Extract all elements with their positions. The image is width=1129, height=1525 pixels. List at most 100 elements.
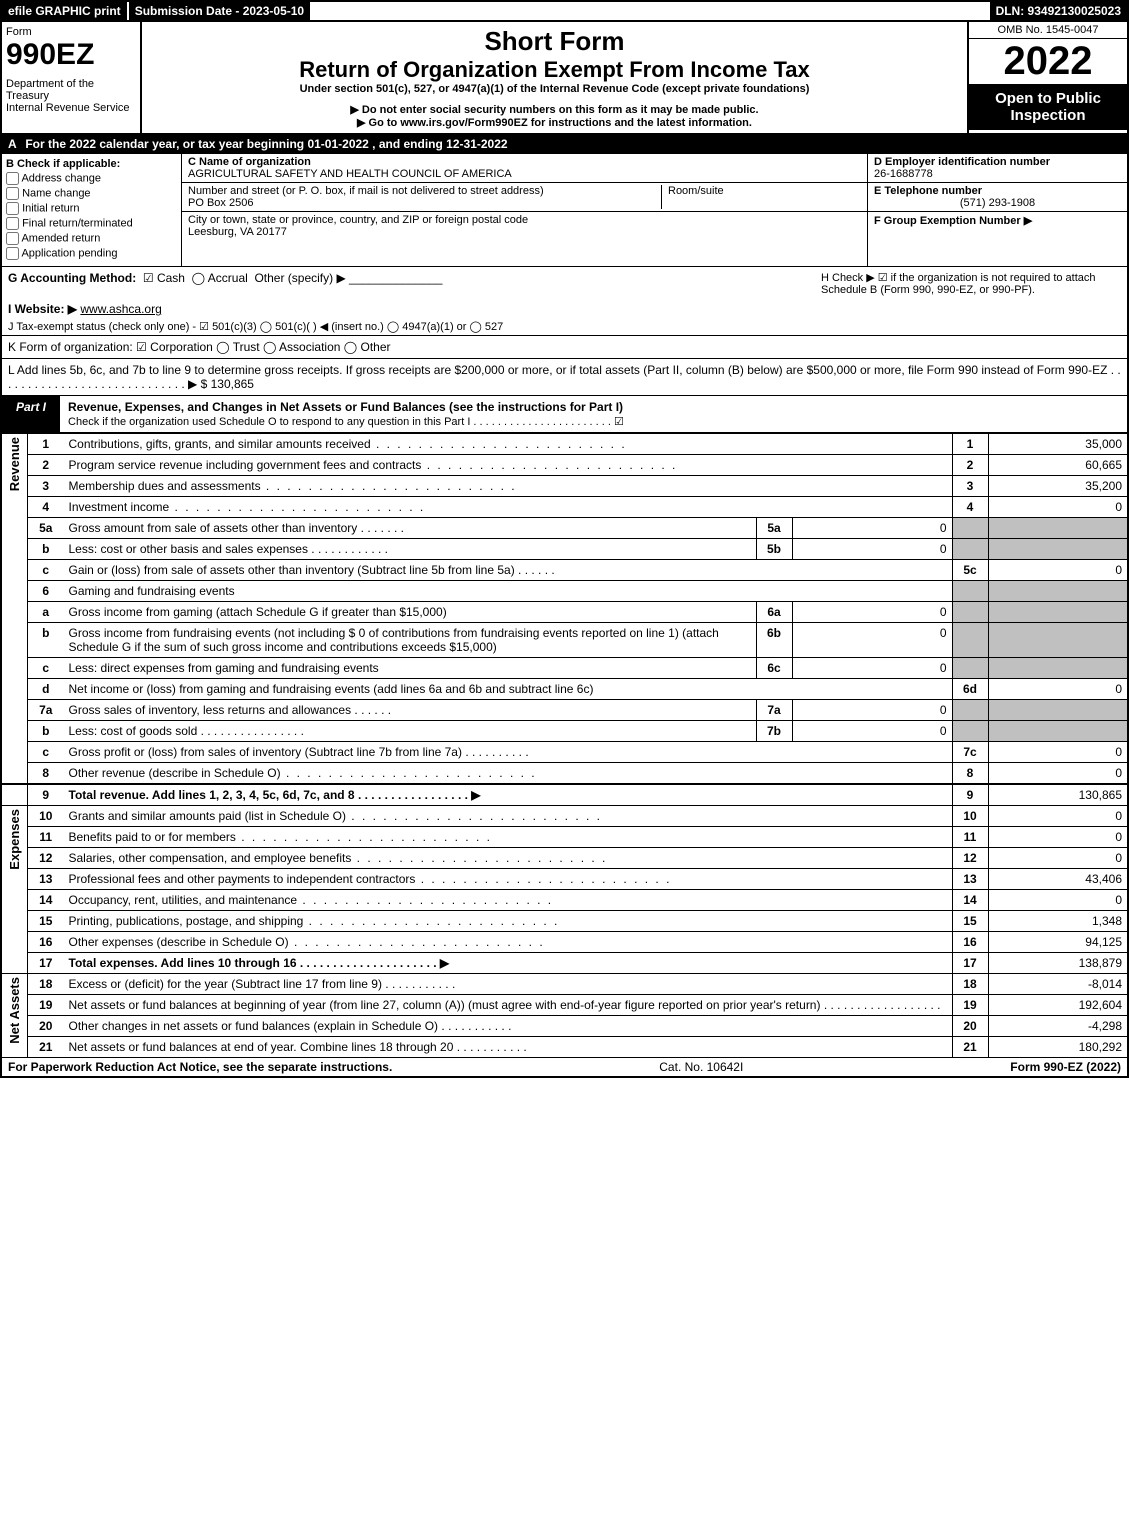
l6-num: 6: [28, 581, 64, 602]
footer-left: For Paperwork Reduction Act Notice, see …: [8, 1060, 392, 1074]
l15-ln: 15: [952, 911, 988, 932]
line-13: 13 Professional fees and other payments …: [1, 869, 1128, 890]
l14-num: 14: [28, 890, 64, 911]
col-c-org-info: C Name of organization AGRICULTURAL SAFE…: [182, 154, 867, 266]
org-street-label: Number and street (or P. O. box, if mail…: [188, 185, 544, 197]
l11-ln: 11: [952, 827, 988, 848]
l3-ln: 3: [952, 476, 988, 497]
org-city-label: City or town, state or province, country…: [188, 214, 528, 226]
l6-desc: Gaming and fundraising events: [69, 584, 235, 598]
l20-num: 20: [28, 1016, 64, 1037]
line-16: 16 Other expenses (describe in Schedule …: [1, 932, 1128, 953]
chk-amended-return[interactable]: Amended return: [6, 232, 177, 245]
row-a-prefix: A: [8, 137, 17, 151]
l14-desc: Occupancy, rent, utilities, and maintena…: [69, 893, 298, 907]
row-g-accrual: Accrual: [208, 271, 248, 285]
l19-desc: Net assets or fund balances at beginning…: [69, 998, 821, 1012]
l7b-subval: 0: [792, 721, 952, 742]
line-18: Net Assets 18 Excess or (deficit) for th…: [1, 974, 1128, 995]
line-1: Revenue 1 Contributions, gifts, grants, …: [1, 434, 1128, 455]
part1-title: Revenue, Expenses, and Changes in Net As…: [60, 396, 1127, 432]
l11-num: 11: [28, 827, 64, 848]
l16-desc: Other expenses (describe in Schedule O): [69, 935, 289, 949]
chk-initial-return[interactable]: Initial return: [6, 202, 177, 215]
l14-val: 0: [988, 890, 1128, 911]
form-word: Form: [6, 26, 136, 38]
l17-num: 17: [28, 953, 64, 974]
chk-address-change[interactable]: Address change: [6, 172, 177, 185]
chk-name-change[interactable]: Name change: [6, 187, 177, 200]
col-d-e-f: D Employer identification number 26-1688…: [867, 154, 1127, 266]
l5a-desc: Gross amount from sale of assets other t…: [69, 521, 358, 535]
l2-desc: Program service revenue including govern…: [69, 458, 422, 472]
l6c-subval: 0: [792, 658, 952, 679]
top-bar: efile GRAPHIC print Submission Date - 20…: [0, 0, 1129, 22]
org-city-cell: City or town, state or province, country…: [182, 212, 867, 240]
l5a-grey: [952, 518, 988, 539]
l6a-desc: Gross income from gaming (attach Schedul…: [69, 605, 447, 619]
l9-desc: Total revenue. Add lines 1, 2, 3, 4, 5c,…: [69, 788, 481, 802]
chk-application-pending[interactable]: Application pending: [6, 247, 177, 260]
l14-ln: 14: [952, 890, 988, 911]
row-a-text: For the 2022 calendar year, or tax year …: [23, 137, 509, 151]
l5c-ln: 5c: [952, 560, 988, 581]
l18-num: 18: [28, 974, 64, 995]
l4-ln: 4: [952, 497, 988, 518]
l12-val: 0: [988, 848, 1128, 869]
l15-val: 1,348: [988, 911, 1128, 932]
l16-num: 16: [28, 932, 64, 953]
chk-initial-return-label: Initial return: [22, 202, 79, 214]
l5b-sub: 5b: [756, 539, 792, 560]
l5a-num: 5a: [28, 518, 64, 539]
l5a-sub: 5a: [756, 518, 792, 539]
revenue-side-label: Revenue: [7, 437, 22, 491]
chk-final-return[interactable]: Final return/terminated: [6, 217, 177, 230]
line-6: 6 Gaming and fundraising events: [1, 581, 1128, 602]
l9-val: 130,865: [988, 784, 1128, 806]
l1-desc: Contributions, gifts, grants, and simila…: [69, 437, 371, 451]
l1-val: 35,000: [988, 434, 1128, 455]
l5b-grey: [952, 539, 988, 560]
l7a-num: 7a: [28, 700, 64, 721]
l6a-num: a: [28, 602, 64, 623]
dept-label: Department of the Treasury Internal Reve…: [6, 78, 136, 114]
part1-tab: Part I: [2, 396, 60, 432]
l13-num: 13: [28, 869, 64, 890]
part1-title-text: Revenue, Expenses, and Changes in Net As…: [68, 400, 623, 414]
l7a-greyval: [988, 700, 1128, 721]
l20-desc: Other changes in net assets or fund bala…: [69, 1019, 439, 1033]
subtitle-1: Under section 501(c), 527, or 4947(a)(1)…: [150, 83, 959, 95]
l21-num: 21: [28, 1037, 64, 1058]
org-street-value: PO Box 2506: [188, 197, 253, 209]
l15-num: 15: [28, 911, 64, 932]
l6a-grey: [952, 602, 988, 623]
col-b-header: B Check if applicable:: [6, 158, 177, 170]
spacer: [310, 2, 989, 20]
l19-ln: 19: [952, 995, 988, 1016]
footer-right: Form 990-EZ (2022): [1010, 1060, 1121, 1074]
l6b-sub: 6b: [756, 623, 792, 658]
l2-ln: 2: [952, 455, 988, 476]
l3-desc: Membership dues and assessments: [69, 479, 261, 493]
l7b-desc: Less: cost of goods sold: [69, 724, 198, 738]
l13-val: 43,406: [988, 869, 1128, 890]
l17-desc: Total expenses. Add lines 10 through 16 …: [69, 956, 450, 970]
l5b-subval: 0: [792, 539, 952, 560]
l21-val: 180,292: [988, 1037, 1128, 1058]
line-5b: b Less: cost or other basis and sales ex…: [1, 539, 1128, 560]
l7b-num: b: [28, 721, 64, 742]
submission-date: Submission Date - 2023-05-10: [127, 2, 310, 20]
phone-label: E Telephone number: [874, 185, 982, 197]
section-b-to-f: B Check if applicable: Address change Na…: [0, 154, 1129, 267]
l5c-desc: Gain or (loss) from sale of assets other…: [69, 563, 515, 577]
line-2: 2 Program service revenue including gove…: [1, 455, 1128, 476]
l5a-greyval: [988, 518, 1128, 539]
l11-desc: Benefits paid to or for members: [69, 830, 236, 844]
l6c-desc: Less: direct expenses from gaming and fu…: [69, 661, 379, 675]
org-name-label: C Name of organization: [188, 156, 311, 168]
l6d-desc: Net income or (loss) from gaming and fun…: [69, 682, 594, 696]
col-b-checkboxes: B Check if applicable: Address change Na…: [2, 154, 182, 266]
line-6d: d Net income or (loss) from gaming and f…: [1, 679, 1128, 700]
line-11: 11 Benefits paid to or for members 11 0: [1, 827, 1128, 848]
line-20: 20 Other changes in net assets or fund b…: [1, 1016, 1128, 1037]
